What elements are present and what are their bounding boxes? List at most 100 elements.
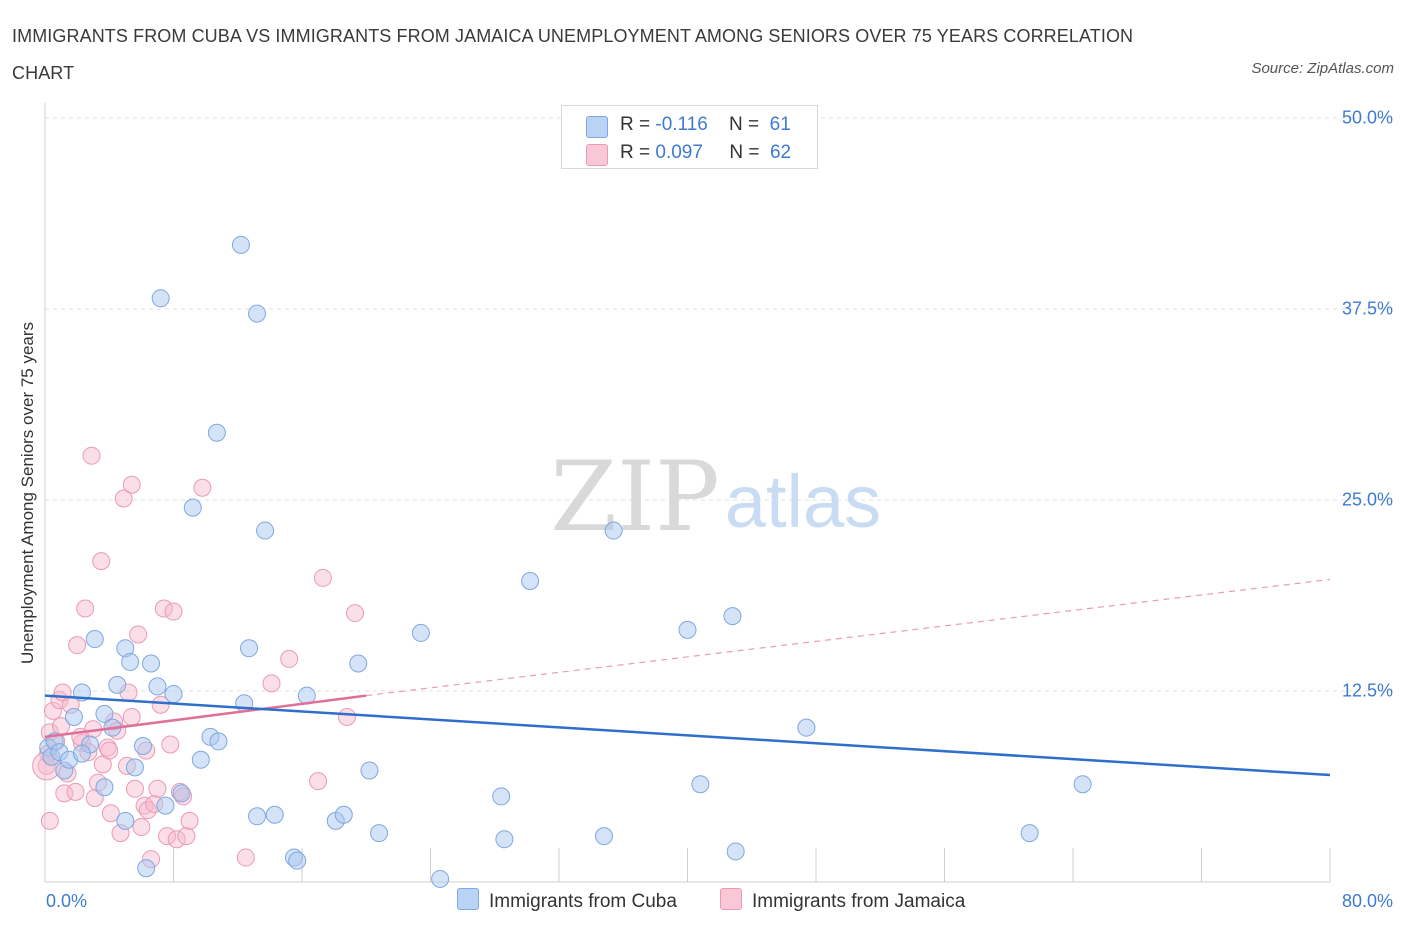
- cuba-point: [116, 811, 135, 830]
- cuba-point: [691, 775, 710, 794]
- jamaica-point: [346, 604, 365, 623]
- source-label: Source: ZipAtlas.com: [1251, 60, 1394, 77]
- jamaica-trend-extended: [366, 578, 1331, 697]
- cuba-point: [156, 796, 175, 815]
- cuba-point: [1073, 775, 1092, 794]
- cuba-point: [121, 652, 140, 671]
- grid-lines: [45, 117, 1392, 692]
- series-cuba-points: [39, 235, 1092, 888]
- cuba-point: [133, 737, 152, 756]
- cuba-point: [678, 620, 697, 639]
- cuba-point: [108, 675, 127, 694]
- cuba-point: [370, 824, 389, 843]
- cuba-point: [207, 423, 226, 442]
- watermark-zip: ZIP: [550, 441, 719, 553]
- y-tick-label: 37.5%: [1341, 298, 1393, 319]
- y-tick-label: 12.5%: [1341, 680, 1393, 701]
- jamaica-point: [114, 489, 133, 508]
- legend-item-jamaica[interactable]: Immigrants from Jamaica: [720, 888, 965, 913]
- jamaica-r-value: 0.097: [655, 142, 703, 163]
- watermark: ZIP atlas: [550, 441, 881, 553]
- cuba-point: [521, 571, 540, 590]
- cuba-trend-line: [44, 694, 1331, 777]
- correlation-legend: R = -0.116 N = 61 R = 0.097 N = 62: [561, 105, 818, 169]
- cuba-point: [360, 761, 379, 780]
- cuba-point: [334, 805, 353, 824]
- cuba-swatch: [586, 116, 608, 138]
- jamaica-legend-swatch: [720, 888, 742, 910]
- jamaica-r-label: R =: [620, 142, 656, 163]
- jamaica-point: [236, 848, 255, 867]
- cuba-point: [1020, 824, 1039, 843]
- jamaica-trend-line: [44, 694, 367, 739]
- x-tick-min: 0.0%: [46, 891, 88, 911]
- cuba-point: [349, 654, 368, 673]
- cuba-point: [191, 750, 210, 769]
- cuba-n-value: 61: [769, 114, 791, 135]
- cuba-legend-label: Immigrants from Cuba: [489, 891, 677, 912]
- cuba-point: [723, 607, 742, 626]
- chart-title: IMMIGRANTS FROM CUBA VS IMMIGRANTS FROM …: [12, 26, 1134, 83]
- jamaica-point: [148, 779, 167, 798]
- cuba-point: [411, 623, 430, 642]
- jamaica-point: [164, 602, 183, 621]
- jamaica-point: [129, 625, 148, 644]
- jamaica-point: [122, 475, 141, 494]
- cuba-point: [137, 859, 156, 878]
- jamaica-point: [68, 636, 87, 655]
- jamaica-point: [337, 707, 356, 726]
- jamaica-point: [132, 817, 151, 836]
- y-tick-label: 25.0%: [1341, 489, 1393, 510]
- jamaica-point: [262, 674, 281, 693]
- cuba-point: [256, 521, 275, 540]
- jamaica-legend-label: Immigrants from Jamaica: [752, 891, 966, 912]
- jamaica-point: [158, 827, 177, 846]
- jamaica-n-value: 62: [769, 142, 792, 163]
- cuba-point: [95, 704, 114, 723]
- cuba-point: [72, 744, 91, 763]
- jamaica-point: [280, 649, 299, 668]
- jamaica-point: [44, 701, 63, 720]
- jamaica-point: [309, 772, 328, 791]
- cuba-point: [231, 235, 250, 254]
- x-tick-max: 80.0%: [1341, 891, 1393, 911]
- cuba-point: [239, 639, 258, 658]
- jamaica-point: [161, 735, 180, 754]
- jamaica-point: [98, 738, 117, 757]
- cuba-point: [183, 498, 202, 517]
- cuba-point: [64, 707, 83, 726]
- cuba-r-label: R =: [620, 114, 656, 135]
- legend-item-cuba[interactable]: Immigrants from Cuba: [457, 888, 677, 913]
- jamaica-point: [122, 707, 141, 726]
- jamaica-point: [66, 782, 85, 801]
- cuba-point: [604, 521, 623, 540]
- watermark-atlas: atlas: [725, 460, 881, 543]
- jamaica-point: [76, 599, 95, 618]
- cuba-point: [164, 685, 183, 704]
- cuba-point: [265, 805, 284, 824]
- cuba-legend-swatch: [457, 888, 479, 910]
- cuba-point: [151, 289, 170, 308]
- jamaica-point: [101, 804, 120, 823]
- cuba-point: [148, 677, 167, 696]
- jamaica-point: [55, 784, 74, 803]
- trend-lines: [44, 578, 1331, 777]
- jamaica-point: [193, 478, 212, 497]
- cuba-point: [172, 784, 191, 803]
- jamaica-point: [154, 599, 173, 618]
- cuba-point: [726, 842, 745, 861]
- jamaica-point: [180, 811, 199, 830]
- jamaica-point: [92, 552, 111, 571]
- cuba-point: [95, 778, 114, 797]
- cuba-point: [431, 869, 450, 888]
- y-tick-label: 50.0%: [1341, 107, 1393, 128]
- jamaica-point: [100, 741, 119, 760]
- jamaica-point: [313, 568, 332, 587]
- cuba-point: [125, 758, 144, 777]
- jamaica-point: [151, 695, 170, 714]
- cuba-point: [248, 807, 267, 826]
- cuba-point: [209, 732, 228, 751]
- cuba-r-value: -0.116: [655, 114, 708, 135]
- jamaica-n-label: N =: [729, 142, 765, 163]
